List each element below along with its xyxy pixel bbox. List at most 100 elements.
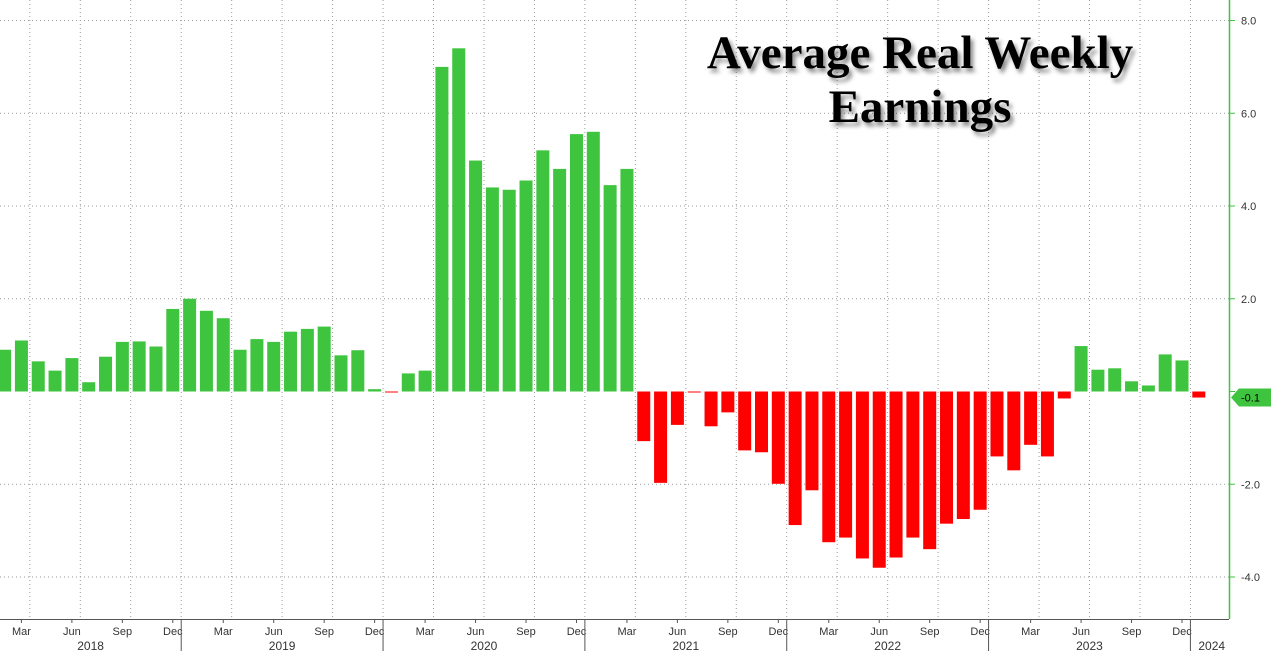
- x-tick-label: Jun: [265, 626, 283, 638]
- year-label-2022: 2022: [874, 639, 901, 651]
- bar-2019-08: [300, 328, 314, 392]
- year-label-2024: 2024: [1198, 639, 1225, 651]
- x-tick-label: Dec: [163, 626, 183, 638]
- x-tick-label: Jun: [467, 626, 485, 638]
- bar-2023-02: [1007, 391, 1021, 471]
- last-value-marker: [1231, 388, 1271, 407]
- bar-2020-04: [435, 66, 449, 392]
- bar-2020-01: [384, 391, 398, 393]
- bar-2018-12: [166, 308, 180, 392]
- bar-2018-02: [0, 349, 12, 392]
- bar-2021-02: [603, 185, 617, 392]
- bar-2020-07: [485, 187, 499, 392]
- y-tick-label: 8.0: [1241, 16, 1256, 28]
- bar-2019-05: [250, 339, 264, 392]
- bar-2020-12: [569, 134, 583, 392]
- x-tick-label: Sep: [920, 626, 940, 638]
- year-label-2021: 2021: [672, 639, 699, 651]
- x-tick-label: Dec: [1172, 626, 1192, 638]
- bar-2022-12: [973, 391, 987, 510]
- bar-2021-08: [704, 391, 718, 427]
- bar-2023-05: [1057, 391, 1071, 399]
- bar-2023-12: [1175, 360, 1189, 392]
- x-tick-label: Sep: [314, 626, 334, 638]
- bar-2020-11: [553, 168, 567, 392]
- x-tick-label: Dec: [567, 626, 587, 638]
- year-label-2019: 2019: [269, 639, 296, 651]
- bar-2022-10: [940, 391, 954, 524]
- bar-2022-02: [805, 391, 819, 491]
- x-tick-label: Mar: [416, 626, 435, 638]
- bar-2018-05: [48, 370, 62, 392]
- bar-2022-11: [956, 391, 970, 520]
- y-tick-label: -4.0: [1241, 572, 1260, 584]
- bar-2021-09: [721, 391, 735, 413]
- x-tick-label: Jun: [63, 626, 81, 638]
- bar-2019-02: [199, 310, 213, 392]
- x-tick-label: Sep: [113, 626, 133, 638]
- bar-2021-11: [755, 391, 768, 453]
- bar-2019-07: [284, 331, 298, 392]
- bar-2020-06: [469, 160, 483, 392]
- bar-2020-02: [401, 373, 415, 392]
- bar-2021-01: [586, 131, 600, 392]
- bar-2020-09: [519, 180, 533, 392]
- x-tick-label: Dec: [769, 626, 789, 638]
- bar-2019-04: [233, 349, 247, 392]
- x-tick-label: Mar: [1021, 626, 1040, 638]
- bar-2024-01: [1192, 391, 1206, 398]
- x-tick-label: Sep: [718, 626, 738, 638]
- bar-2022-04: [839, 391, 853, 538]
- x-tick-label: Mar: [617, 626, 636, 638]
- bar-2023-08: [1108, 368, 1122, 392]
- bar-2018-08: [99, 356, 113, 392]
- bar-2021-03: [620, 168, 634, 392]
- bar-2021-12: [771, 391, 785, 484]
- bar-2023-01: [990, 391, 1004, 457]
- x-tick-label: Sep: [516, 626, 536, 638]
- y-tick-label: 6.0: [1241, 108, 1256, 120]
- year-label-2018: 2018: [77, 639, 104, 651]
- bar-2020-05: [452, 48, 466, 392]
- x-tick-label: Mar: [214, 626, 233, 638]
- gridlines: [0, 0, 1229, 619]
- bar-2022-01: [788, 391, 802, 526]
- x-tick-label: Sep: [1122, 626, 1142, 638]
- bar-2019-12: [368, 389, 382, 392]
- bar-2023-03: [1024, 391, 1038, 445]
- bar-2022-06: [872, 391, 886, 568]
- y-tick-label: -2.0: [1241, 479, 1260, 491]
- year-label-2020: 2020: [471, 639, 498, 651]
- bar-2019-09: [317, 326, 331, 392]
- bar-2020-10: [536, 150, 550, 392]
- bar-2023-09: [1125, 381, 1139, 392]
- bar-2022-05: [855, 391, 869, 559]
- bar-2023-10: [1141, 385, 1155, 392]
- bar-2021-05: [654, 391, 668, 483]
- bar-2022-07: [889, 391, 903, 558]
- bar-2021-04: [637, 391, 651, 442]
- bar-2023-07: [1091, 369, 1105, 392]
- bar-2018-11: [149, 346, 163, 392]
- x-tick-label: Jun: [870, 626, 888, 638]
- bar-2021-10: [738, 391, 752, 451]
- bars: [0, 48, 1206, 568]
- bar-2023-11: [1158, 354, 1172, 392]
- bar-2019-11: [351, 350, 365, 392]
- bar-2023-04: [1040, 391, 1054, 457]
- bar-2018-04: [31, 361, 45, 392]
- bar-2020-03: [418, 370, 432, 392]
- bar-2020-08: [502, 189, 516, 392]
- bar-2019-06: [267, 341, 281, 392]
- year-label-2023: 2023: [1076, 639, 1103, 651]
- x-tick-label: Jun: [669, 626, 687, 638]
- bar-2019-03: [216, 318, 230, 392]
- bar-2022-09: [923, 391, 937, 550]
- bar-2018-10: [132, 341, 146, 392]
- bar-2018-09: [115, 341, 129, 392]
- x-tick-label: Jun: [1072, 626, 1090, 638]
- bar-2021-07: [687, 391, 701, 393]
- chart-title-line-1: Average Real Weekly: [706, 27, 1134, 79]
